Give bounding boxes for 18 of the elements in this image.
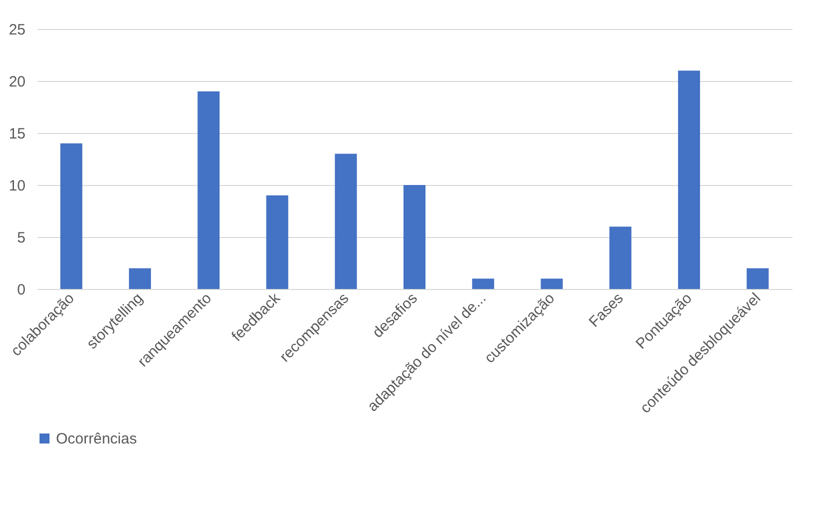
- bar: [746, 268, 769, 289]
- bar: [60, 143, 82, 289]
- y-tick-label: 10: [8, 178, 26, 194]
- bar: [540, 278, 563, 289]
- y-tick-label: 5: [17, 230, 26, 246]
- bar: [678, 70, 700, 289]
- bar: [609, 226, 632, 289]
- y-tick-label: 25: [8, 22, 26, 38]
- bar: [128, 268, 151, 289]
- y-tick-label: 15: [8, 126, 26, 142]
- bar: [266, 195, 288, 289]
- y-tick-label: 0: [17, 282, 26, 298]
- bar: [334, 154, 357, 289]
- y-tick-label: 20: [8, 74, 26, 90]
- bar: [198, 91, 220, 289]
- bar: [404, 185, 426, 289]
- legend-label: Ocorrências: [56, 430, 137, 448]
- bar: [472, 278, 494, 289]
